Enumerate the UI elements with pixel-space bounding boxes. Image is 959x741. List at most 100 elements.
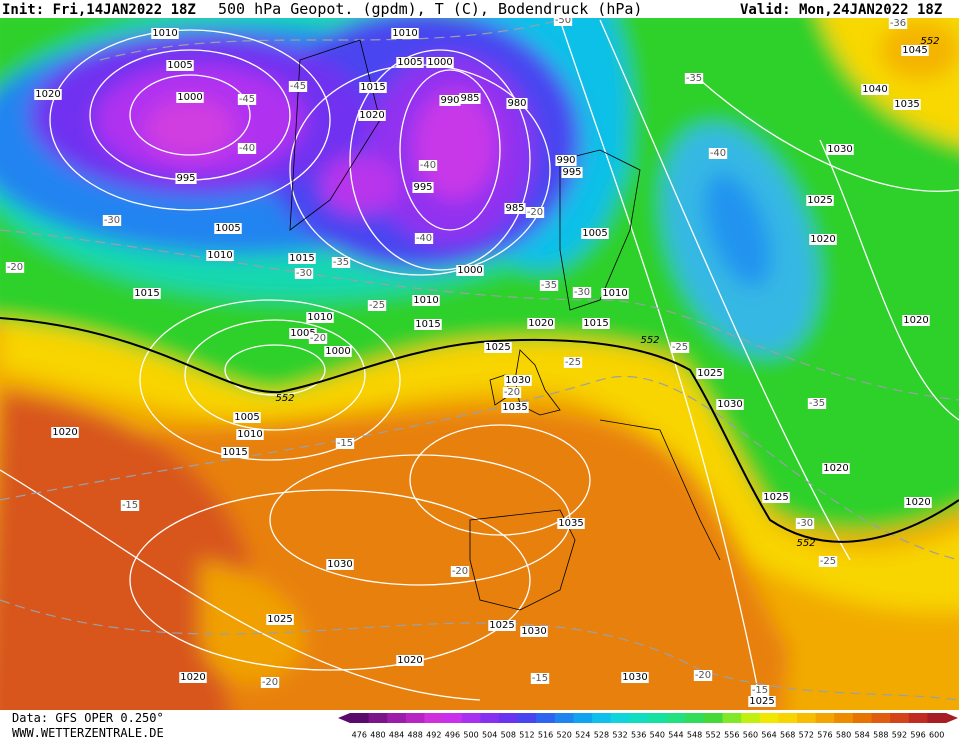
- label-box: [581, 228, 609, 239]
- temperature-label: -20: [504, 387, 520, 398]
- temperature-label: -20: [452, 566, 468, 577]
- colorbar-cell: [703, 713, 723, 723]
- temperature-label: -25: [820, 556, 836, 567]
- isobar-label: 1015: [222, 447, 247, 458]
- label-box: [762, 492, 790, 503]
- label-box: [396, 57, 424, 68]
- colorbar-cell: [629, 713, 649, 723]
- isobar-label: 1025: [807, 195, 832, 206]
- label-box: [266, 614, 294, 625]
- label-box: [324, 346, 352, 357]
- colorbar-label: 512: [519, 731, 534, 740]
- label-box: [506, 98, 528, 109]
- colorbar-label: 544: [668, 731, 683, 740]
- label-box: [120, 500, 140, 511]
- isobar-label: 1025: [749, 696, 774, 707]
- colorbar-label: 580: [836, 731, 851, 740]
- colorbar-cell: [387, 713, 407, 723]
- isobar-label: 1030: [521, 626, 546, 637]
- label-box: [294, 268, 314, 279]
- colorbar-label: 584: [855, 731, 870, 740]
- colorbar-label: 528: [594, 731, 609, 740]
- label-box: [861, 84, 889, 95]
- temperature-label: -36: [890, 18, 906, 29]
- label-box: [520, 626, 548, 637]
- temperature-label: -15: [752, 685, 768, 696]
- label-box: [601, 288, 629, 299]
- isobar-label: 1020: [359, 110, 384, 121]
- colorbar-label: 536: [631, 731, 646, 740]
- isobar-label: 1020: [810, 234, 835, 245]
- isobar-label: 1025: [697, 368, 722, 379]
- label-box: [175, 173, 197, 184]
- label-box: [133, 288, 161, 299]
- colorbar-cell: [908, 713, 928, 723]
- height-label: 552: [920, 36, 939, 47]
- label-box: [288, 81, 308, 92]
- colorbar-label: 564: [761, 731, 776, 740]
- colorbar-cell: [834, 713, 854, 723]
- label-box: [484, 342, 512, 353]
- isobar-label: 980: [507, 98, 526, 109]
- isobar-label: 1020: [903, 315, 928, 326]
- isobar-label: 1015: [289, 253, 314, 264]
- colorbar-label: 552: [706, 731, 721, 740]
- map-title: 500 hPa Geopot. (gpdm), T (C), Bodendruc…: [218, 0, 642, 18]
- label-box: [716, 399, 744, 410]
- label-box: [237, 94, 257, 105]
- isobar-label: 990: [440, 95, 459, 106]
- label-box: [502, 387, 522, 398]
- colorbar-label: 516: [538, 731, 553, 740]
- temperature-label: -35: [333, 257, 349, 268]
- label-box: [359, 82, 387, 93]
- site: WWW.WETTERZENTRALE.DE: [12, 726, 164, 740]
- label-box: [795, 518, 815, 529]
- colorbar-cell: [573, 713, 593, 723]
- colorbar-label: 520: [557, 731, 572, 740]
- colorbar-label: 488: [408, 731, 423, 740]
- label-box: [670, 342, 690, 353]
- label-box: [553, 18, 573, 26]
- colorbar-cell: [499, 713, 519, 723]
- isobar-label: 1020: [180, 672, 205, 683]
- label-box: [34, 89, 62, 100]
- isobar-label: 1010: [413, 295, 438, 306]
- isobar-label: 1020: [397, 655, 422, 666]
- colorbar-cell: [741, 713, 761, 723]
- temperature-label: -30: [104, 215, 120, 226]
- label-box: [582, 318, 610, 329]
- label-box: [693, 670, 713, 681]
- temperature-label: -40: [416, 233, 432, 244]
- label-box: [822, 463, 850, 474]
- isobar-label: 1015: [360, 82, 385, 93]
- temperature-label: -35: [541, 280, 557, 291]
- isobar-label: 1000: [177, 92, 202, 103]
- colorbar-cell: [610, 713, 630, 723]
- colorbar-arrow-left: [338, 713, 350, 723]
- header-bar: [0, 0, 959, 18]
- isobar-label: 995: [562, 167, 581, 178]
- label-box: [459, 93, 481, 104]
- label-box: [206, 250, 234, 261]
- isobar-label: 995: [413, 182, 432, 193]
- colorbar-label: 532: [612, 731, 627, 740]
- isobar-label: 1020: [35, 89, 60, 100]
- isobar-label: 1020: [905, 497, 930, 508]
- isobar-label: 1015: [415, 319, 440, 330]
- colorbar-arrow-right: [946, 713, 958, 723]
- colorbar-cell: [852, 713, 872, 723]
- label-box: [809, 234, 837, 245]
- colorbar-cell: [666, 713, 686, 723]
- label-box: [412, 182, 434, 193]
- label-box: [391, 28, 419, 39]
- colorbar-cell: [778, 713, 798, 723]
- colorbar-cell: [554, 713, 574, 723]
- line-552: [0, 317, 959, 543]
- label-box: [450, 566, 470, 577]
- label-box: [557, 518, 585, 529]
- label-box: [335, 438, 355, 449]
- temperature-label: -25: [672, 342, 688, 353]
- label-box: [527, 318, 555, 329]
